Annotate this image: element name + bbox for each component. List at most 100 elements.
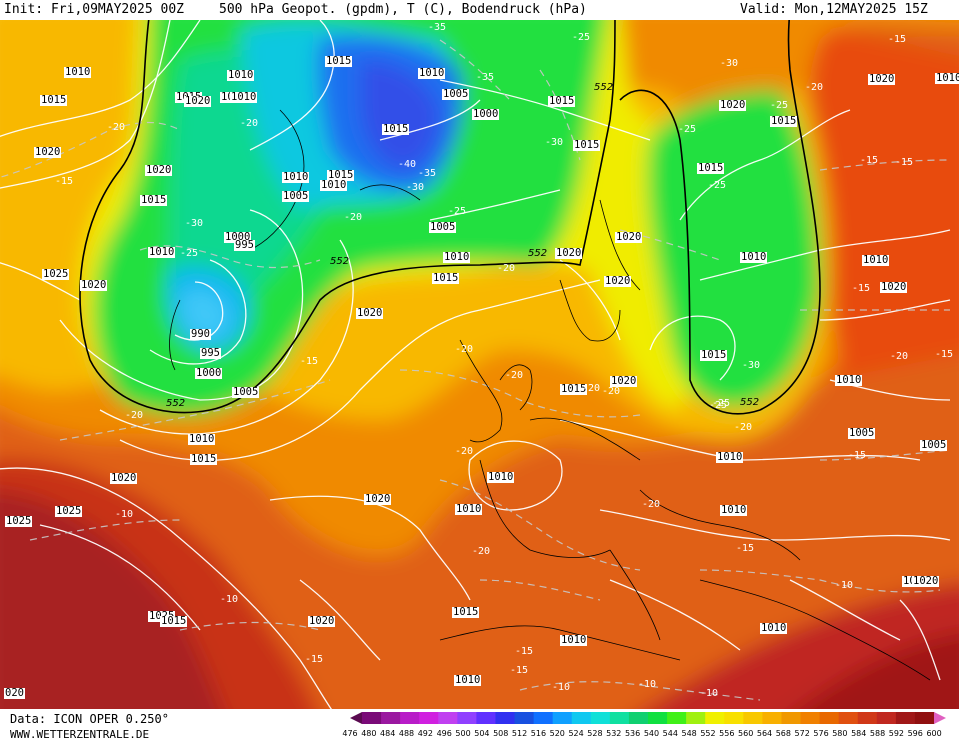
colorbar-swatch bbox=[724, 712, 744, 724]
colorbar-swatch bbox=[628, 712, 649, 724]
isotherm-label: -25 bbox=[770, 100, 789, 111]
colorbar-swatch bbox=[838, 712, 859, 724]
isobar-label: 995 bbox=[200, 347, 221, 359]
isotherm-label: -20 bbox=[805, 82, 824, 93]
isobar-label: 1010 bbox=[443, 251, 471, 263]
isobar-label: 1015 bbox=[573, 139, 601, 151]
weather-map: 1010 1015 1020 1015 1020 1025 1010 1020 1000 995 9… bbox=[0, 20, 959, 709]
isotherm-label: -10 bbox=[638, 679, 657, 690]
colorbar-tick-label: 544 bbox=[662, 729, 678, 738]
isotherm-label: -20 bbox=[472, 546, 491, 557]
isotherm-label: -20 bbox=[505, 370, 524, 381]
isotherm-label: -25 bbox=[448, 206, 467, 217]
colorbar-swatch bbox=[667, 712, 687, 724]
isobar-label: 1005 bbox=[232, 386, 260, 398]
isobar-label: 1015 bbox=[382, 123, 410, 135]
colorbar-swatch bbox=[857, 712, 878, 724]
colorbar-tick-label: 508 bbox=[493, 729, 509, 738]
colorbar-tick-label: 492 bbox=[417, 729, 433, 738]
data-source: Data: ICON OPER 0.250° bbox=[10, 712, 169, 726]
colorbar-tick-label: 584 bbox=[851, 729, 867, 738]
colorbar-tick-label: 504 bbox=[474, 729, 490, 738]
isotherm-label: -25 bbox=[708, 180, 727, 191]
map-header: Init: Fri,09MAY2025 00Z 500 hPa Geopot. … bbox=[0, 0, 959, 20]
isobar-label: 1010 bbox=[230, 91, 258, 103]
isobar-label: 1015 bbox=[190, 453, 218, 465]
isobar-label: 1020 bbox=[34, 146, 62, 158]
colorbar-swatch bbox=[533, 712, 554, 724]
isotherm-label: -15 bbox=[55, 176, 74, 187]
isotherm-label: -20 bbox=[455, 344, 474, 355]
colorbar bbox=[350, 712, 946, 724]
colorbar-swatch bbox=[590, 712, 611, 724]
colorbar-swatch bbox=[819, 712, 840, 724]
geopotential-field bbox=[0, 20, 959, 709]
isotherm-label: -30 bbox=[742, 360, 761, 371]
isobar-label: 1020 bbox=[719, 99, 747, 111]
isotherm-label: -25 bbox=[572, 32, 591, 43]
color-field bbox=[0, 20, 959, 709]
isobar-label: 1000 bbox=[224, 231, 252, 243]
isotherm-label: -15 bbox=[848, 450, 867, 461]
isotherm-label: -20 bbox=[734, 422, 753, 433]
colorbar-tick-label: 524 bbox=[568, 729, 584, 738]
colorbar-tick-label: 556 bbox=[719, 729, 735, 738]
isobar-label: 1010 bbox=[862, 254, 890, 266]
colorbar-swatch bbox=[457, 712, 477, 724]
colorbar-swatch bbox=[514, 712, 535, 724]
isotherm-label: -15 bbox=[888, 34, 907, 45]
isobar-label: 1015 bbox=[697, 162, 725, 174]
isobar-label: 990 bbox=[190, 328, 211, 340]
colorbar-labels: 476 480 484 488 492 496 500 504 508 512 516 520 524 5… bbox=[342, 729, 954, 739]
isotherm-label: -25 bbox=[678, 124, 697, 135]
colorbar-tick-label: 512 bbox=[511, 729, 528, 738]
isotherm-label: -20 bbox=[497, 263, 516, 274]
isobar-label: 1025 bbox=[5, 515, 33, 527]
isobars bbox=[0, 20, 951, 709]
isotherm-label: -20 bbox=[642, 499, 661, 510]
isotherm-label: -30 bbox=[545, 137, 564, 148]
geopotential-label: 552 bbox=[528, 248, 548, 259]
colorbar-tick-label: 528 bbox=[587, 729, 603, 738]
colorbar-tick-label: 476 bbox=[342, 729, 358, 738]
isobar-label: 1010 bbox=[227, 69, 255, 81]
isotherm-label: -10 bbox=[115, 509, 134, 520]
colorbar-tick-label: 600 bbox=[926, 729, 942, 738]
colorbar-swatch bbox=[648, 712, 668, 724]
colorbar-swatch bbox=[762, 712, 782, 724]
isotherm-label: -35 bbox=[418, 168, 437, 179]
isotherm-label: -35 bbox=[428, 22, 447, 33]
geopotential-label: 552 bbox=[594, 82, 614, 93]
isobar-label: 1020 bbox=[555, 247, 583, 259]
isotherm-label: -20 bbox=[582, 383, 601, 394]
isobar-label: 1010 bbox=[716, 451, 744, 463]
isobar-label: 1025 bbox=[42, 268, 70, 280]
map-title: 500 hPa Geopot. (gpdm), T (C), Bodendruc… bbox=[219, 2, 587, 17]
isobar-label: 1015 bbox=[548, 95, 576, 107]
isobar-label: 1010 bbox=[282, 171, 310, 183]
isobar-label: 1010 bbox=[455, 503, 483, 515]
isobar-label: 1010 bbox=[487, 471, 515, 483]
temperature-isotherms bbox=[0, 39, 951, 701]
isotherm-label: -30 bbox=[406, 182, 425, 193]
colorbar-tick-label: 564 bbox=[756, 729, 773, 738]
isobar-label: 1020 bbox=[145, 164, 173, 176]
isobar-label: 995 bbox=[234, 239, 255, 251]
isobar-label: 1015 bbox=[560, 383, 588, 395]
isotherm-label: -10 bbox=[835, 580, 854, 591]
isobar-label: 1020 bbox=[110, 472, 138, 484]
isotherm-label: -10 bbox=[552, 682, 571, 693]
isobar-label: 1010 bbox=[148, 246, 176, 258]
isotherm-label: -15 bbox=[935, 349, 954, 360]
colorbar-tick-label: 560 bbox=[738, 729, 754, 738]
isobar-label: 1010 bbox=[720, 504, 748, 516]
source-url: WWW.WETTERZENTRALE.DE bbox=[10, 728, 150, 741]
geopotential-label: 552 bbox=[166, 398, 186, 409]
isobar-label: 1015 bbox=[432, 272, 460, 284]
colorbar-tick-label: 516 bbox=[530, 729, 547, 738]
colorbar-tick-label: 536 bbox=[624, 729, 641, 738]
isobar-label: 1015 bbox=[140, 194, 168, 206]
isotherm-label: -20 bbox=[602, 386, 621, 397]
isobar-label: 1015 bbox=[325, 55, 353, 67]
isobar-label: 1010 bbox=[418, 67, 446, 79]
